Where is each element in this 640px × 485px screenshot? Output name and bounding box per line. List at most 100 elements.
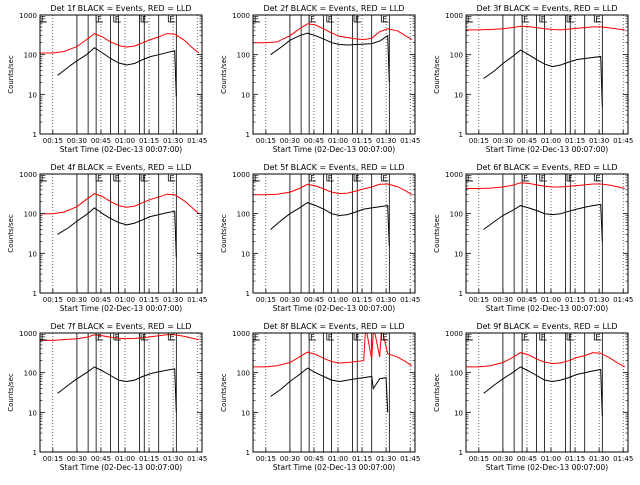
y-axis-label: Counts/sec — [220, 55, 228, 94]
y-tick-label: 1000 — [445, 12, 463, 20]
series-events — [270, 32, 390, 83]
x-axis-label: Start Time (02-Dec-13 00:07:00) — [60, 304, 182, 313]
x-tick-label: 01:00 — [328, 137, 348, 145]
flag-label: F — [568, 333, 573, 342]
x-tick-label: 00:30 — [280, 455, 300, 463]
series-lld — [40, 193, 200, 215]
panel-title: Det 2f BLACK = Events, RED = LLD — [263, 4, 404, 13]
flag-label: E — [595, 333, 600, 342]
x-tick-label: 00:15 — [256, 455, 276, 463]
series-events — [483, 203, 603, 242]
x-tick-label: 00:15 — [469, 137, 489, 145]
x-axis-label: Start Time (02-Dec-13 00:07:00) — [273, 304, 395, 313]
x-tick-label: 00:45 — [517, 296, 537, 304]
y-tick-label: 10 — [28, 409, 37, 417]
x-tick-label: 00:30 — [280, 137, 300, 145]
x-tick-label: 01:45 — [400, 296, 420, 304]
panel-title: Det 9f BLACK = Events, RED = LLD — [476, 322, 617, 331]
x-tick-label: 01:00 — [115, 137, 135, 145]
x-tick-label: 01:00 — [541, 296, 561, 304]
x-tick-label: 01:45 — [400, 137, 420, 145]
series-lld — [253, 23, 413, 44]
series-events — [270, 367, 389, 413]
flag-label: E — [595, 174, 600, 183]
x-axis-label: Start Time (02-Dec-13 00:07:00) — [60, 463, 182, 472]
detector-panel-3: Det 3f BLACK = Events, RED = LLD E F F F E 1 10… — [433, 4, 633, 154]
panel-title: Det 4f BLACK = Events, RED = LLD — [50, 163, 191, 172]
flag-label: F — [115, 333, 120, 342]
panel-title: Det 1f BLACK = Events, RED = LLD — [50, 4, 191, 13]
y-axis-label: Counts/sec — [7, 373, 15, 412]
plot-frame — [465, 173, 629, 294]
flag-label: F — [97, 15, 102, 24]
y-tick-label: 100 — [24, 370, 37, 378]
flag-label: F — [568, 174, 573, 183]
flag-label: F — [355, 333, 360, 342]
flag-label: F — [541, 15, 546, 24]
flag-label: E — [382, 15, 387, 24]
x-tick-label: 00:45 — [517, 137, 537, 145]
y-tick-label: 100 — [237, 370, 250, 378]
y-tick-label: 100 — [24, 211, 37, 219]
detector-panel-7: Det 7f BLACK = Events, RED = LLD E F F F E 1 10… — [7, 322, 207, 472]
x-tick-label: 00:45 — [304, 296, 324, 304]
flag-label: F — [310, 174, 315, 183]
x-axis-label: Start Time (02-Dec-13 00:07:00) — [486, 145, 608, 154]
x-tick-label: 01:45 — [187, 137, 207, 145]
detector-panel-2: Det 2f BLACK = Events, RED = LLD E F F F E 1 10… — [220, 4, 420, 154]
x-tick-label: 00:15 — [43, 137, 63, 145]
x-tick-label: 00:45 — [304, 137, 324, 145]
y-tick-label: 100 — [450, 370, 463, 378]
x-tick-label: 01:15 — [352, 296, 372, 304]
y-tick-label: 1000 — [232, 171, 250, 179]
flag-label: E — [382, 174, 387, 183]
x-tick-label: 01:45 — [613, 137, 633, 145]
series-lld — [466, 25, 625, 31]
y-tick-label: 1 — [246, 449, 250, 457]
flag-label: F — [523, 15, 528, 24]
x-tick-label: 00:30 — [280, 296, 300, 304]
plot-frame — [39, 14, 203, 135]
y-tick-label: 100 — [450, 211, 463, 219]
x-tick-label: 00:30 — [493, 137, 513, 145]
y-tick-label: 1 — [33, 131, 37, 139]
y-axis-label: Counts/sec — [220, 214, 228, 253]
x-tick-label: 01:30 — [589, 455, 609, 463]
x-tick-label: 01:30 — [589, 296, 609, 304]
x-tick-label: 00:15 — [256, 296, 276, 304]
x-tick-label: 00:30 — [67, 455, 87, 463]
flag-label: E — [254, 333, 259, 342]
x-tick-label: 01:45 — [613, 455, 633, 463]
plot-frame — [39, 332, 203, 453]
x-tick-label: 01:15 — [565, 137, 585, 145]
x-tick-label: 00:15 — [43, 455, 63, 463]
y-axis-label: Counts/sec — [433, 55, 441, 94]
flag-label: F — [541, 333, 546, 342]
y-tick-label: 10 — [454, 409, 463, 417]
x-tick-label: 01:45 — [187, 455, 207, 463]
flag-label: E — [467, 333, 472, 342]
flag-label: F — [328, 333, 333, 342]
flag-label: E — [254, 174, 259, 183]
x-tick-label: 01:15 — [352, 455, 372, 463]
series-lld — [253, 183, 413, 196]
flag-label: F — [568, 15, 573, 24]
plot-frame — [252, 14, 416, 135]
series-events — [57, 207, 177, 258]
x-tick-label: 00:45 — [91, 137, 111, 145]
y-tick-label: 1 — [246, 290, 250, 298]
x-axis-label: Start Time (02-Dec-13 00:07:00) — [486, 304, 608, 313]
y-axis-label: Counts/sec — [220, 373, 228, 412]
flag-label: F — [541, 174, 546, 183]
x-tick-label: 01:15 — [139, 455, 159, 463]
y-tick-label: 1 — [459, 290, 463, 298]
x-tick-label: 00:30 — [67, 137, 87, 145]
flag-label: F — [142, 174, 147, 183]
y-tick-label: 10 — [241, 91, 250, 99]
flag-label: E — [169, 333, 174, 342]
x-tick-label: 00:45 — [304, 455, 324, 463]
x-axis-label: Start Time (02-Dec-13 00:07:00) — [60, 145, 182, 154]
y-tick-label: 10 — [241, 409, 250, 417]
detector-panel-8: Det 8f BLACK = Events, RED = LLD E F F F E 1 10… — [220, 322, 420, 472]
